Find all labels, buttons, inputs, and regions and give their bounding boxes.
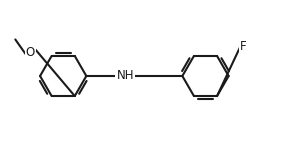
Text: O: O xyxy=(26,46,35,59)
Text: NH: NH xyxy=(117,69,134,83)
Text: F: F xyxy=(240,40,247,53)
